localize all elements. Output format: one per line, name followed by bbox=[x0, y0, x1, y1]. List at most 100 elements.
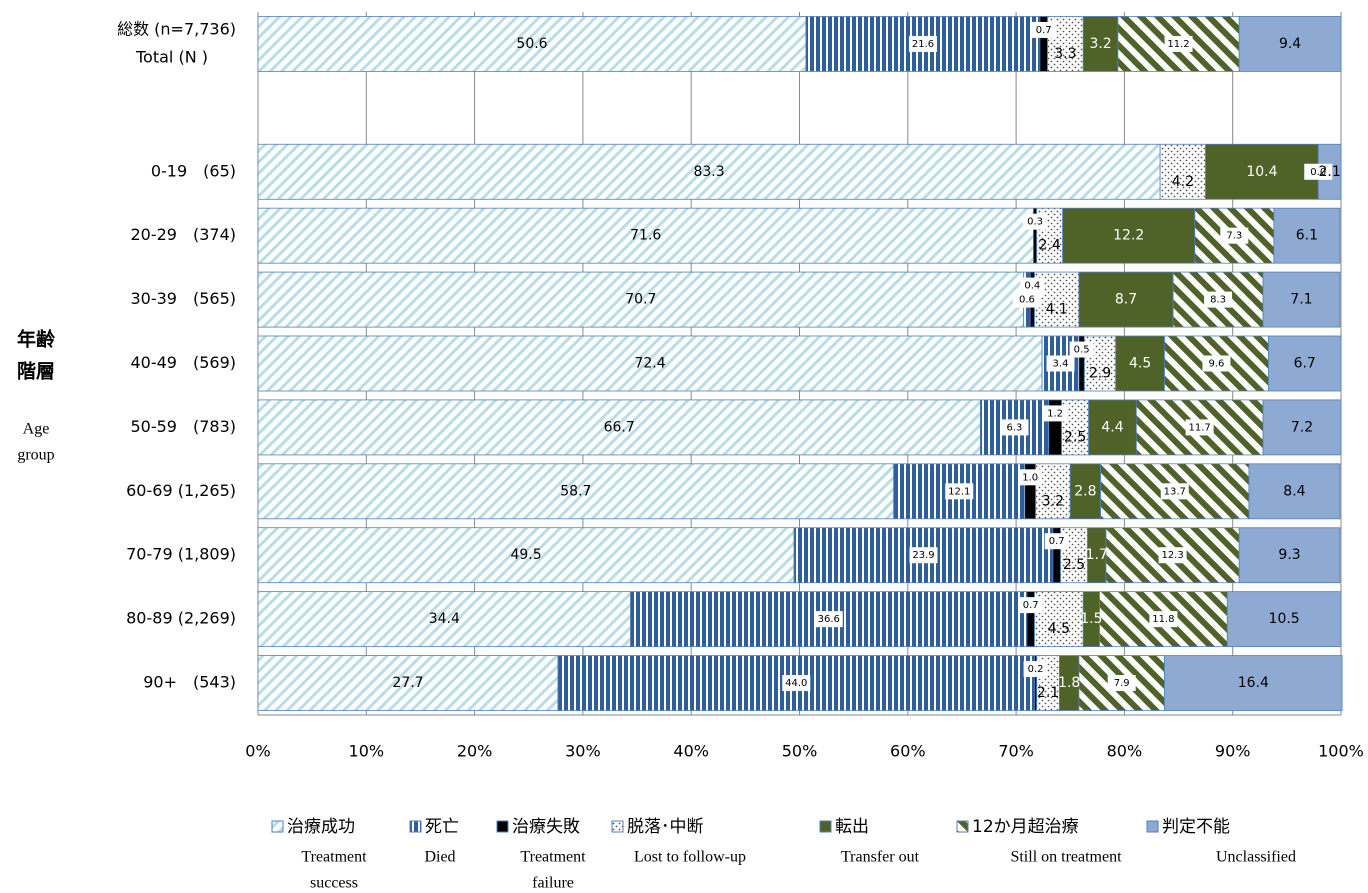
legend-label-en: Lost to follow-up bbox=[634, 849, 746, 866]
label-box bbox=[908, 35, 937, 52]
value-label: 6.1 bbox=[1296, 228, 1318, 244]
bar-segment bbox=[257, 591, 631, 648]
bar-segment bbox=[1238, 16, 1342, 72]
x-tick-label: 100% bbox=[1318, 742, 1364, 761]
value-label: 1.2 bbox=[1047, 408, 1063, 419]
legend-swatch bbox=[819, 820, 832, 833]
label-box bbox=[1220, 227, 1249, 244]
bar-segment bbox=[257, 527, 795, 584]
value-label: 9.4 bbox=[1279, 36, 1301, 52]
bar-segment bbox=[1262, 399, 1342, 456]
bar-segment bbox=[1268, 335, 1342, 392]
y-tick-label: 総数 (n=7,736) bbox=[117, 19, 236, 38]
value-label: 2.1 bbox=[1318, 164, 1340, 180]
value-label: 8.7 bbox=[1115, 292, 1137, 308]
value-label: 6.7 bbox=[1294, 356, 1316, 372]
value-label: 13.7 bbox=[1164, 486, 1186, 497]
value-label: 49.5 bbox=[510, 547, 541, 563]
y-tick-label: 70-79 (1,809) bbox=[126, 545, 236, 564]
value-label: 0.5 bbox=[1074, 345, 1090, 356]
value-label: 12.1 bbox=[948, 486, 970, 497]
value-label: 12.3 bbox=[1161, 550, 1183, 561]
bar-segment bbox=[257, 655, 559, 711]
x-tick-label: 0% bbox=[245, 742, 270, 761]
bar-segment bbox=[1248, 463, 1341, 520]
value-label: 66.7 bbox=[604, 419, 635, 435]
legend-label-en: Still on treatment bbox=[1010, 849, 1122, 866]
legend-label-en: Died bbox=[424, 849, 455, 866]
value-label: 83.3 bbox=[693, 164, 724, 180]
bar-segment bbox=[1273, 207, 1341, 264]
bar-segment bbox=[1205, 143, 1319, 200]
y-tick-sublabel: Total (N ) bbox=[135, 47, 208, 66]
value-label: 72.4 bbox=[634, 356, 665, 372]
legend-label-en: Treatment bbox=[520, 849, 586, 866]
value-label: 4.2 bbox=[1172, 174, 1194, 190]
y-label-en: group bbox=[17, 447, 54, 464]
value-label: 0.6 bbox=[1019, 295, 1035, 306]
value-label: 8.4 bbox=[1283, 483, 1305, 499]
bar-segment bbox=[1069, 463, 1101, 520]
label-box bbox=[1018, 469, 1043, 486]
bar-segment bbox=[257, 335, 1043, 392]
bar-segment bbox=[257, 16, 807, 72]
value-label: 70.7 bbox=[625, 292, 656, 308]
y-tick-label: 20-29 (374) bbox=[130, 225, 236, 244]
value-label: 2.8 bbox=[1074, 483, 1096, 499]
value-label: 36.6 bbox=[818, 614, 840, 625]
value-label: 0.2 bbox=[1028, 664, 1044, 675]
y-tick-label: 60-69 (1,265) bbox=[126, 481, 236, 500]
y-label-en: Age bbox=[23, 421, 50, 438]
bar-segment bbox=[1115, 335, 1165, 392]
y-tick-label: 40-49 (569) bbox=[130, 353, 236, 372]
value-label: 0.4 bbox=[1024, 281, 1040, 292]
y-tick-label: 30-39 (565) bbox=[130, 289, 236, 308]
legend-label-en: failure bbox=[532, 875, 574, 892]
x-tick-label: 70% bbox=[998, 742, 1034, 761]
value-label: 50.6 bbox=[516, 36, 547, 52]
label-box bbox=[909, 547, 938, 564]
label-box bbox=[1304, 163, 1333, 180]
legend-label: 治療失敗 bbox=[512, 817, 580, 837]
y-label: 年齢 bbox=[17, 328, 56, 351]
bar-segment bbox=[1226, 591, 1342, 648]
label-box bbox=[1158, 547, 1187, 564]
value-label: 34.4 bbox=[429, 611, 460, 627]
value-label: 1.5 bbox=[1080, 611, 1102, 627]
label-box bbox=[945, 483, 974, 500]
value-label: 1.7 bbox=[1086, 547, 1108, 563]
value-label: 11.7 bbox=[1189, 422, 1211, 433]
value-label: 2.5 bbox=[1063, 557, 1085, 573]
value-label: 9.3 bbox=[1278, 547, 1300, 563]
value-label: 1.8 bbox=[1058, 675, 1080, 691]
label-box bbox=[1202, 355, 1231, 372]
value-label: 7.3 bbox=[1226, 231, 1242, 242]
value-label: 12.2 bbox=[1113, 228, 1144, 244]
value-label: 10.4 bbox=[1246, 164, 1277, 180]
bar-segment bbox=[257, 399, 981, 456]
y-tick-label: 50-59 (783) bbox=[130, 417, 236, 436]
label-box bbox=[1069, 341, 1094, 358]
x-tick-label: 60% bbox=[890, 742, 926, 761]
legend-swatch bbox=[956, 820, 969, 833]
value-label: 9.6 bbox=[1209, 359, 1225, 370]
legend-label: 12か月超治療 bbox=[972, 817, 1079, 837]
bar-segment bbox=[1262, 271, 1341, 328]
value-label: 11.2 bbox=[1167, 39, 1189, 50]
bar-segment bbox=[1088, 399, 1137, 456]
value-label: 2.1 bbox=[1037, 685, 1059, 701]
x-tick-label: 50% bbox=[782, 742, 818, 761]
label-box bbox=[814, 611, 843, 628]
value-label: 21.6 bbox=[912, 39, 934, 50]
bar-segment bbox=[257, 463, 895, 520]
label-box bbox=[1204, 291, 1233, 308]
x-tick-label: 90% bbox=[1215, 742, 1251, 761]
y-tick-label: 0-19 (65) bbox=[151, 161, 236, 180]
value-label: 2.5 bbox=[1064, 429, 1086, 445]
label-box bbox=[1012, 291, 1041, 308]
label-box bbox=[1031, 21, 1056, 38]
value-label: 3.3 bbox=[1054, 46, 1076, 62]
legend-label-en: Treatment bbox=[301, 849, 367, 866]
labels: 総数 (n=7,736)Total (N )50.6 21.60.73.33.2 1… bbox=[117, 19, 1341, 891]
